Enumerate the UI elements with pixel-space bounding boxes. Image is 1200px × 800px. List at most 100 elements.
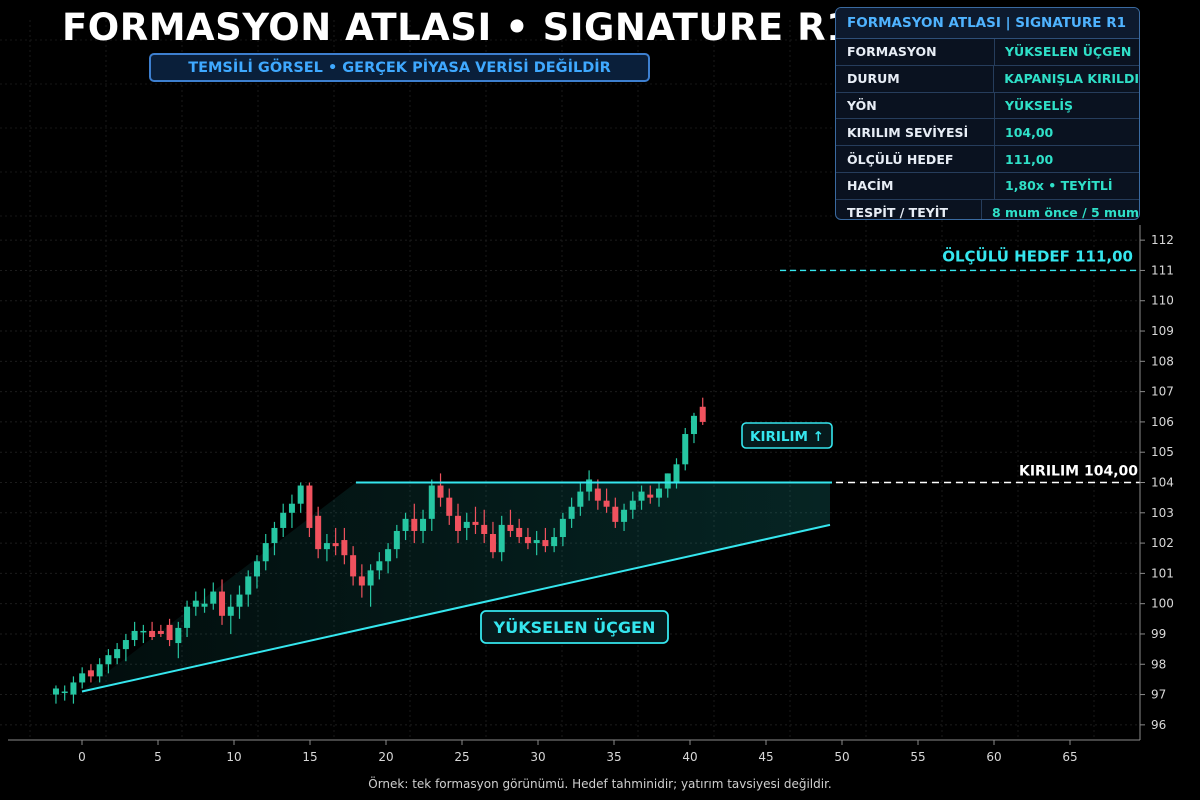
candle-body <box>61 691 68 694</box>
candles <box>52 397 706 704</box>
y-tick-label: 96 <box>1151 718 1166 732</box>
info-row-direction: YÖN YÜKSELİŞ <box>836 92 1139 120</box>
info-key: FORMASYON <box>836 39 995 65</box>
breakout-badge <box>741 422 833 449</box>
x-tick-label: 65 <box>1062 750 1077 764</box>
y-tick-label: 101 <box>1151 566 1174 580</box>
candle-body <box>350 555 357 577</box>
candle-body <box>437 485 444 498</box>
candle-body <box>577 491 584 507</box>
x-tick-label: 45 <box>758 750 773 764</box>
candle-body <box>271 527 278 544</box>
candle-body <box>664 473 671 489</box>
info-key: HACİM <box>836 172 995 199</box>
candle-body <box>114 649 121 659</box>
candle-body <box>420 518 427 531</box>
info-row-detection: TESPİT / TEYİT 8 mum önce / 5 mum <box>836 199 1139 220</box>
candle-body <box>690 415 697 435</box>
candle-body <box>323 543 330 550</box>
candle-body <box>184 606 191 628</box>
info-value: YÜKSELEN ÜÇGEN <box>1005 44 1132 60</box>
pattern-badge-label: YÜKSELEN ÜÇGEN <box>493 618 656 637</box>
info-key: YÖN <box>836 92 995 119</box>
candle-body <box>175 627 182 644</box>
candle-body <box>393 530 400 550</box>
page-title: FORMASYON ATLASI • SIGNATURE R1 <box>62 6 853 49</box>
candle-body <box>481 524 488 534</box>
candle-body <box>105 655 112 665</box>
candle-body <box>306 485 313 528</box>
info-row-breakout-level: KIRILIM SEVİYESİ 104,00 <box>836 119 1139 147</box>
info-row-formation: FORMASYON YÜKSELEN ÜÇGEN <box>836 39 1139 66</box>
candle-body <box>559 518 566 538</box>
footer-note: Örnek: tek formasyon görünümü. Hedef tah… <box>368 777 832 791</box>
info-value: 1,80x • TEYİTLİ <box>1005 178 1113 194</box>
x-tick-label: 5 <box>154 750 162 764</box>
triangle-fill <box>82 482 830 692</box>
candle-body <box>594 488 601 501</box>
x-tick-label: 15 <box>302 750 317 764</box>
y-tick-label: 103 <box>1151 506 1174 520</box>
pattern-overlays: KIRILIM 104,00 ÖLÇÜLÜ HEDEF 111,00 KIRILIM… <box>81 246 1140 693</box>
target-level-label: ÖLÇÜLÜ HEDEF 111,00 <box>942 246 1133 265</box>
x-tick-label: 40 <box>682 750 697 764</box>
candle-body <box>428 485 435 519</box>
candle-body <box>612 506 619 522</box>
axes: 9697989910010110210310410510610710810911… <box>8 225 1174 764</box>
candle-body <box>682 434 689 465</box>
y-tick-label: 97 <box>1151 688 1166 702</box>
info-row-volume: HACİM 1,80x • TEYİTLİ <box>836 172 1139 200</box>
candle-body <box>638 491 645 501</box>
candle-body <box>70 682 77 695</box>
y-tick-label: 108 <box>1151 354 1174 368</box>
candle-body <box>96 664 103 677</box>
candle-body <box>149 630 156 637</box>
candle-body <box>236 594 243 607</box>
candle-body <box>446 497 453 516</box>
candle-body <box>656 488 663 498</box>
candle-body <box>533 540 540 544</box>
candle-body <box>498 524 505 553</box>
candle-body <box>367 570 374 586</box>
y-tick-label: 99 <box>1151 627 1166 641</box>
candle-body <box>210 591 217 604</box>
candle-body <box>489 534 496 553</box>
candle-body <box>131 630 138 641</box>
info-value: 111,00 <box>1005 151 1054 167</box>
y-tick-label: 110 <box>1151 294 1174 308</box>
candle-body <box>472 521 479 525</box>
breakout-badge-label: KIRILIM ↑ <box>750 429 824 445</box>
candle-body <box>586 479 593 492</box>
candle-body <box>297 485 304 504</box>
info-key: ÖLÇÜLÜ HEDEF <box>836 146 995 172</box>
x-tick-label: 20 <box>378 750 393 764</box>
candle-body <box>385 549 392 562</box>
candle-body <box>52 688 59 695</box>
info-panel: FORMASYON ATLASI | SIGNATURE R1 FORMASYO… <box>835 7 1140 220</box>
info-row-target: ÖLÇÜLÜ HEDEF 111,00 <box>836 146 1139 173</box>
info-key: TESPİT / TEYİT <box>836 199 982 219</box>
y-tick-label: 102 <box>1151 536 1174 550</box>
info-panel-header: FORMASYON ATLASI | SIGNATURE R1 <box>836 8 1139 39</box>
x-tick-label: 60 <box>986 750 1001 764</box>
subtitle-text: TEMSİLİ GÖRSEL • GERÇEK PİYASA VERİSİ DE… <box>188 59 611 76</box>
support-line <box>81 523 831 693</box>
candle-body <box>551 537 558 547</box>
x-tick-label: 0 <box>78 750 86 764</box>
triangle-area <box>82 482 830 692</box>
info-value: 8 mum önce / 5 mum <box>992 205 1139 220</box>
y-tick-label: 107 <box>1151 385 1174 399</box>
candle-body <box>463 521 470 528</box>
candle-body <box>219 591 226 616</box>
candle-body <box>341 540 348 556</box>
info-value: YÜKSELİŞ <box>1005 97 1074 113</box>
candle-body <box>79 673 86 683</box>
candle-body <box>699 406 706 422</box>
candle-body <box>192 600 199 607</box>
candle-body <box>629 500 636 510</box>
pattern-badge <box>480 610 669 644</box>
candle-body <box>201 603 208 607</box>
breakout-level-label: KIRILIM 104,00 <box>1019 464 1138 480</box>
candle-body <box>673 464 680 483</box>
